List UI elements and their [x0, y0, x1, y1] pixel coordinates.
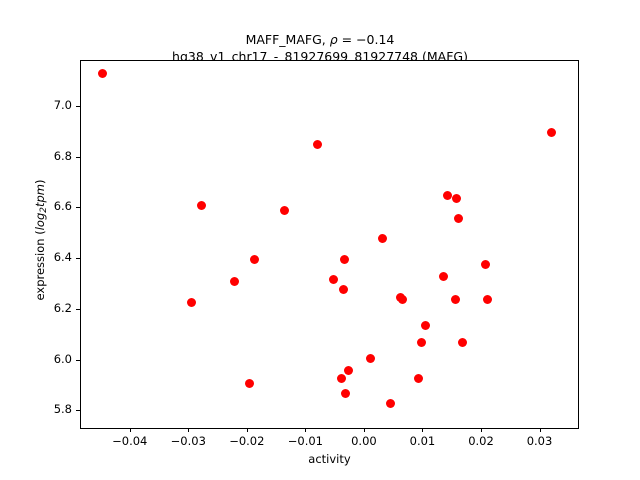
- y-tick-mark: [76, 359, 80, 361]
- data-point: [338, 285, 348, 295]
- x-tick-label: −0.01: [287, 434, 323, 448]
- data-point: [250, 254, 260, 264]
- data-point: [417, 338, 427, 348]
- data-point: [341, 389, 351, 399]
- y-tick-label: 6.4: [53, 250, 72, 265]
- x-tick-mark: [305, 428, 307, 432]
- x-tick-mark: [422, 428, 424, 432]
- x-tick-mark: [246, 428, 248, 432]
- y-tick-mark: [76, 207, 80, 209]
- data-point: [313, 140, 322, 150]
- data-point: [442, 191, 452, 201]
- data-point: [98, 69, 108, 79]
- data-points-layer: [81, 61, 578, 428]
- x-tick-label: 0.01: [409, 434, 436, 448]
- x-axis-label: activity: [308, 452, 351, 466]
- x-tick-label: 0.02: [468, 434, 494, 448]
- data-point: [482, 295, 492, 305]
- y-axis-label: expression (log2tpm): [33, 179, 49, 301]
- x-tick-label: 0.03: [526, 434, 553, 448]
- x-tick-label: 0.00: [351, 434, 377, 448]
- y-tick-mark: [76, 156, 80, 158]
- y-tick-mark: [76, 258, 80, 260]
- x-tick-mark: [539, 428, 541, 432]
- y-tick-label: 6.2: [53, 300, 72, 315]
- data-point: [377, 234, 387, 244]
- rho-symbol: ρ: [329, 32, 338, 47]
- data-point: [279, 206, 289, 216]
- y-tick-label: 6.0: [53, 351, 72, 366]
- data-point: [229, 277, 239, 287]
- data-point: [339, 254, 349, 264]
- x-tick-label: −0.04: [112, 434, 148, 448]
- data-point: [397, 295, 407, 305]
- data-point: [413, 373, 423, 383]
- x-tick-label: −0.02: [229, 434, 265, 448]
- data-point: [196, 201, 206, 211]
- y-tick-mark: [76, 308, 80, 310]
- data-point: [481, 259, 490, 269]
- y-tick-label: 6.8: [53, 148, 72, 163]
- data-point: [386, 399, 396, 409]
- data-point: [451, 193, 461, 203]
- x-tick-mark: [129, 428, 131, 432]
- data-point: [421, 320, 431, 330]
- x-tick-mark: [363, 428, 365, 432]
- x-tick-mark: [481, 428, 482, 432]
- data-point: [344, 366, 354, 376]
- data-point: [458, 338, 468, 348]
- y-tick-mark: [76, 410, 80, 412]
- data-point: [337, 373, 346, 383]
- y-tick-label: 5.8: [53, 402, 72, 417]
- plot-area: [80, 60, 579, 429]
- data-point: [454, 213, 464, 223]
- x-tick-label: −0.03: [170, 434, 206, 448]
- data-point: [547, 127, 557, 137]
- y-tick-label: 7.0: [53, 97, 72, 112]
- y-axis-unit: log2tpm: [33, 184, 49, 231]
- data-point: [365, 353, 375, 363]
- x-tick-mark: [188, 428, 190, 432]
- data-point: [186, 297, 196, 307]
- data-point: [329, 274, 339, 284]
- y-tick-label: 6.6: [53, 199, 72, 214]
- data-point: [439, 272, 449, 282]
- y-tick-mark: [76, 105, 80, 107]
- data-point: [451, 295, 461, 305]
- data-point: [245, 379, 255, 389]
- chart-title-line1: MAFF_MAFG, ρ = −0.14: [245, 32, 395, 47]
